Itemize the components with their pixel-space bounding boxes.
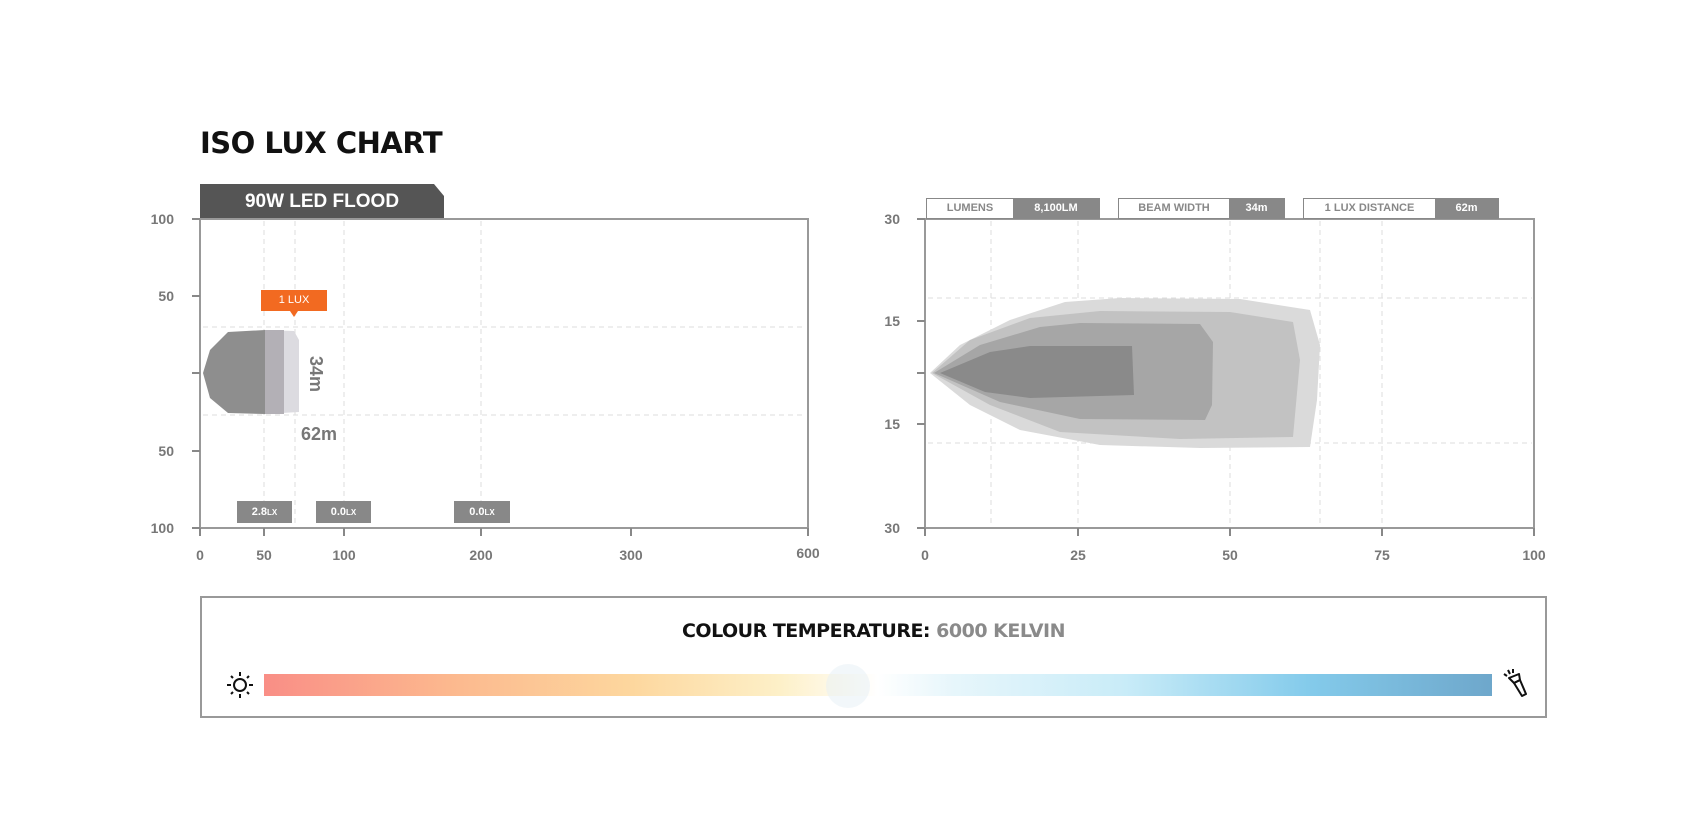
y-tick: 15 (884, 313, 900, 329)
page-title: ISO LUX CHART (200, 126, 443, 160)
colour-temperature-panel: COLOUR TEMPERATURE: 6000 KELVIN (200, 596, 1547, 718)
x-tick: 100 (1522, 547, 1546, 563)
stat-beam-width: BEAM WIDTH 34m (1118, 198, 1285, 219)
iso-lux-charts (192, 218, 1535, 536)
x-tick: 600 (796, 545, 820, 561)
y-tick: 15 (884, 416, 900, 432)
one-lux-marker: 1 LUX (261, 290, 327, 317)
sun-icon (227, 672, 253, 698)
one-lux-distance-label: 62m (301, 424, 338, 444)
lux-reading: 0.0LX (454, 501, 510, 523)
lux-reading: 0.0LX (316, 501, 371, 523)
x-tick: 300 (619, 547, 643, 563)
colour-temperature-gradient (264, 674, 1492, 696)
beam-zone-mid (265, 330, 284, 414)
x-tick: 200 (469, 547, 493, 563)
x-tick: 0 (921, 547, 929, 563)
beam-zone-inner (203, 330, 265, 414)
product-tab: 90W LED FLOOD (200, 184, 444, 219)
x-tick: 75 (1374, 547, 1390, 563)
left-chart-grid (203, 221, 806, 526)
y-tick: 50 (158, 288, 174, 304)
beam-zone-4 (940, 346, 1134, 398)
y-tick: 30 (884, 520, 900, 536)
right-beam-pattern (930, 298, 1320, 448)
y-tick: 100 (150, 520, 174, 536)
flashlight-icon (1503, 669, 1527, 697)
colour-temperature-indicator (826, 664, 870, 708)
x-tick: 25 (1070, 547, 1086, 563)
left-beam-pattern (203, 330, 299, 414)
lux-reading: 2.8LX (237, 501, 292, 523)
x-tick: 100 (332, 547, 356, 563)
y-tick: 100 (150, 211, 174, 227)
colour-temperature-heading: COLOUR TEMPERATURE: 6000 KELVIN (681, 620, 1066, 642)
y-tick: 50 (158, 443, 174, 459)
stat-1-lux-distance: 1 LUX DISTANCE 62m (1303, 198, 1499, 219)
x-tick: 50 (256, 547, 272, 563)
x-tick: 50 (1222, 547, 1238, 563)
y-tick: 30 (884, 211, 900, 227)
stat-lumens: LUMENS 8,100LM (926, 198, 1100, 219)
beam-width-label: 34m (306, 356, 326, 393)
x-tick: 0 (196, 547, 204, 563)
axis-ticks (192, 218, 1535, 536)
